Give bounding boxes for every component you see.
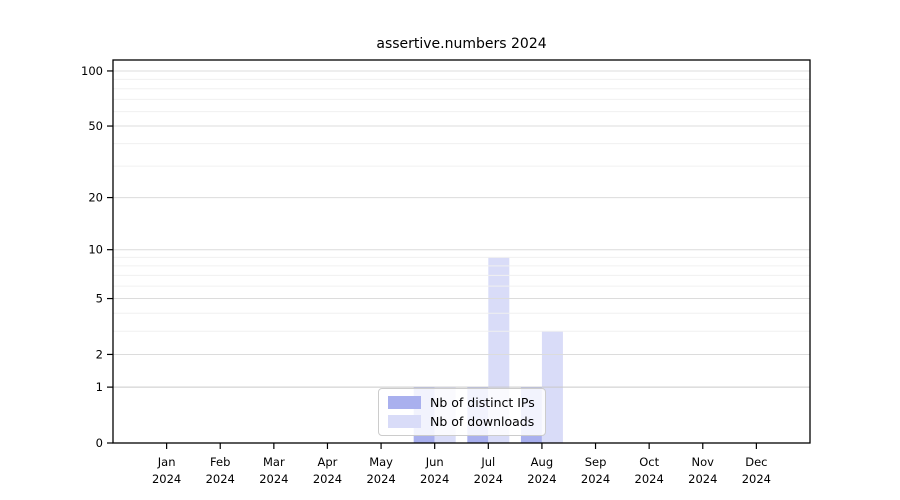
x-tick-label-month: Apr (318, 455, 338, 469)
y-tick-label: 0 (96, 436, 103, 450)
legend-item-distinct-ips: Nb of distinct IPs (388, 395, 535, 410)
x-tick-label-month: Jul (480, 455, 495, 469)
x-tick-label-year: 2024 (366, 472, 395, 486)
y-tick-label: 2 (96, 347, 103, 361)
y-tick-label: 50 (88, 119, 103, 133)
legend-swatch-distinct-ips (388, 396, 421, 409)
x-tick-label-year: 2024 (259, 472, 288, 486)
x-tick-label-month: Jan (157, 455, 176, 469)
y-tick-label: 5 (96, 292, 103, 306)
x-tick-label-month: Oct (639, 455, 659, 469)
y-tick-label: 1 (96, 380, 103, 394)
axes-frame (112, 59, 811, 444)
y-tick-label: 100 (81, 64, 103, 78)
x-tick-label-month: Aug (531, 455, 553, 469)
legend-swatch-downloads (388, 415, 421, 428)
legend-label-downloads: Nb of downloads (430, 414, 535, 429)
y-tick-label: 20 (88, 191, 103, 205)
x-tick-label-year: 2024 (688, 472, 717, 486)
gridlines-minor (113, 78, 810, 332)
x-tick-label-month: Dec (745, 455, 767, 469)
x-tick-label-month: Feb (210, 455, 230, 469)
x-tick-label-year: 2024 (635, 472, 664, 486)
legend-item-downloads: Nb of downloads (388, 414, 535, 429)
x-tick-label-month: Jun (425, 455, 444, 469)
y-tick-label: 10 (88, 243, 103, 257)
x-tick-label-year: 2024 (152, 472, 181, 486)
y-axis: 0 1 2 5 10 20 50 100 (81, 64, 113, 450)
x-tick-label-year: 2024 (527, 472, 556, 486)
x-axis: Jan 2024 Feb 2024 Mar 2024 Apr 2024 May 2024 Jun 20… (152, 443, 771, 486)
x-tick-label-year: 2024 (474, 472, 503, 486)
x-tick-label-year: 2024 (206, 472, 235, 486)
x-tick-label-year: 2024 (581, 472, 610, 486)
gridlines-major (113, 70, 810, 388)
legend: Nb of distinct IPs Nb of downloads (378, 388, 546, 436)
x-tick-label-month: Sep (585, 455, 607, 469)
x-tick-label-year: 2024 (313, 472, 342, 486)
x-tick-label-month: May (369, 455, 393, 469)
x-tick-label-month: Nov (692, 455, 715, 469)
x-tick-label-year: 2024 (420, 472, 449, 486)
chart-title: assertive.numbers 2024 (376, 36, 547, 52)
x-tick-label-year: 2024 (742, 472, 771, 486)
x-tick-label-month: Mar (263, 455, 285, 469)
legend-label-distinct-ips: Nb of distinct IPs (430, 395, 535, 410)
